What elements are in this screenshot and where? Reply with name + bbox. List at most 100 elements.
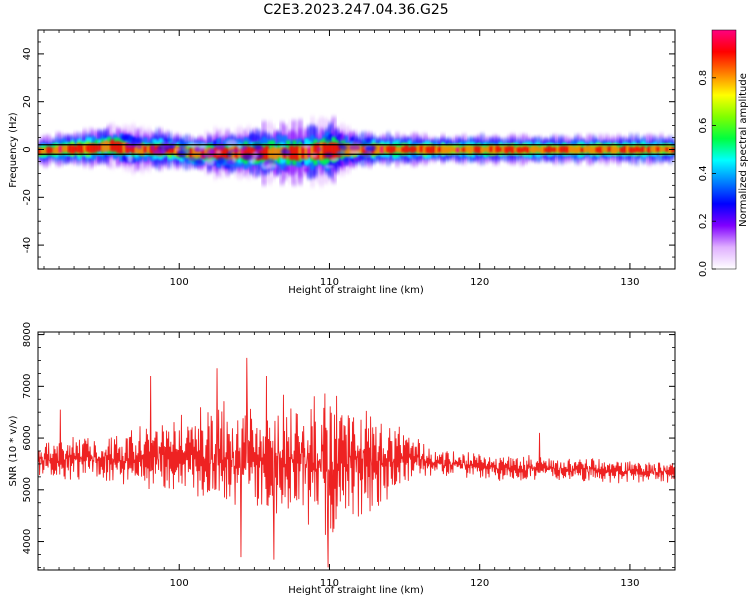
spectrogram-cell xyxy=(601,146,606,152)
spectrogram-cell xyxy=(450,146,455,152)
spectrogram-cell xyxy=(534,146,539,152)
spectrogram-halo xyxy=(283,165,291,172)
spectrogram-cell xyxy=(577,145,582,153)
spectrogram-cell xyxy=(586,145,591,153)
spectrogram-cell xyxy=(325,144,330,158)
spectrogram-cell xyxy=(134,145,139,154)
spectrogram-halo xyxy=(192,160,204,164)
spectrogram-halo xyxy=(135,137,141,144)
spectrogram-halo xyxy=(126,155,134,163)
spectrogram-cell xyxy=(480,147,485,153)
spectrogram-cell xyxy=(70,145,75,154)
spectrogram-cell xyxy=(556,147,561,153)
snr-series-line xyxy=(38,357,675,568)
y-tick-label: 8000 xyxy=(22,322,33,347)
spectrogram-halo xyxy=(178,139,185,148)
spectrogram-cell xyxy=(595,146,600,153)
snr-y-ticks: 4000 5000 6000 7000 8000 xyxy=(22,322,675,568)
spectrogram-cell xyxy=(604,145,609,153)
spectrogram-cell xyxy=(428,146,433,154)
spectrogram-halo xyxy=(263,160,269,166)
spectrogram-cell xyxy=(67,145,72,153)
spectrogram-cell xyxy=(198,149,203,158)
spectrogram-cell xyxy=(195,148,200,157)
spectrogram-cell xyxy=(519,147,524,153)
spectrogram-halo xyxy=(348,150,361,155)
spectrogram-cell xyxy=(49,147,54,154)
spectrogram-cell xyxy=(204,148,209,157)
spectrogram-cell xyxy=(76,143,81,153)
spectrogram-cell xyxy=(398,146,403,153)
spectrogram-cell xyxy=(137,143,142,155)
spectrogram-cell xyxy=(122,142,127,153)
spectrogram-cell xyxy=(301,145,306,159)
y-tick-label: -40 xyxy=(22,237,33,253)
spectrogram-cell xyxy=(107,141,112,151)
x-tick-label: 100 xyxy=(170,277,189,288)
spectrogram-cell xyxy=(568,145,573,153)
spectrogram-cell xyxy=(565,146,570,154)
spectrogram-cell xyxy=(219,147,224,160)
spectrogram-cell xyxy=(407,146,412,153)
spectrogram-cell xyxy=(362,145,367,154)
spectrogram-cell xyxy=(289,145,294,160)
spectrogram-halo xyxy=(215,149,222,155)
spectrogram-cell xyxy=(143,145,148,153)
spectrogram-halo xyxy=(365,138,372,145)
spectrogram-cell xyxy=(265,145,270,160)
spectrogram-halo xyxy=(236,144,242,149)
spectrogram-cell xyxy=(246,146,251,160)
spectrogram-cell xyxy=(647,146,652,154)
spectrogram-cell xyxy=(131,144,136,154)
spectrogram-cell xyxy=(574,147,579,154)
spectrogram-cell xyxy=(562,146,567,153)
spectrogram-cell xyxy=(334,143,339,158)
spectrogram-cell xyxy=(52,147,57,154)
spectrogram-cell xyxy=(189,147,194,158)
spectrogram-halo xyxy=(242,153,253,161)
spectrogram-cell xyxy=(46,146,51,154)
spectrogram-cell xyxy=(632,147,637,153)
spectrogram-cell xyxy=(43,147,48,154)
spectrogram-cell xyxy=(656,146,661,152)
spectrogram-cell xyxy=(474,146,479,153)
spectrogram-cell xyxy=(653,145,658,153)
colorbar-tick-label: 0.0 xyxy=(698,261,709,277)
spectrogram-cell xyxy=(271,147,276,160)
reference-lines xyxy=(38,144,675,155)
spectrogram-cell xyxy=(550,147,555,152)
spectrogram-cell xyxy=(295,145,300,161)
colorbar-label: Normalized spectral amplitude xyxy=(738,73,749,227)
spectrogram-cell xyxy=(456,147,461,153)
spectrogram-cell xyxy=(234,146,239,159)
spectrogram-cell xyxy=(170,146,175,154)
spectrogram-cell xyxy=(665,147,670,152)
colorbar-tick-label: 0.6 xyxy=(698,118,709,134)
spectrogram-heatmap xyxy=(38,116,675,188)
spectrogram-cell xyxy=(453,147,458,153)
spectrogram-cell xyxy=(504,146,509,154)
spectrogram-cell xyxy=(541,146,546,154)
spectrogram-cell xyxy=(313,143,318,160)
spectrogram-cell xyxy=(495,145,500,153)
y-tick-label: 7000 xyxy=(22,374,33,399)
y-tick-label: 5000 xyxy=(22,477,33,502)
spectrogram-cell xyxy=(580,147,585,153)
spectrogram-cell xyxy=(477,146,482,154)
spectrogram-halo xyxy=(266,163,277,169)
figure-title: C2E3.2023.247.04.36.G25 xyxy=(263,2,448,18)
spectrogram-cell xyxy=(79,144,84,154)
x-tick-label: 100 xyxy=(170,578,189,589)
spectrogram-x-ticks: 100 110 120 130 xyxy=(43,30,676,288)
spectrogram-halo xyxy=(324,152,333,158)
spectrogram-halo xyxy=(232,157,237,163)
spectrogram-cell xyxy=(322,142,327,159)
spectrogram-cell xyxy=(459,147,464,153)
x-tick-label: 120 xyxy=(470,578,489,589)
spectrogram-cell xyxy=(40,148,45,155)
spectrogram-cell xyxy=(650,146,655,153)
spectrogram-cell xyxy=(413,146,418,152)
spectrogram-cell xyxy=(659,147,664,152)
spectrogram-cell xyxy=(483,147,488,152)
